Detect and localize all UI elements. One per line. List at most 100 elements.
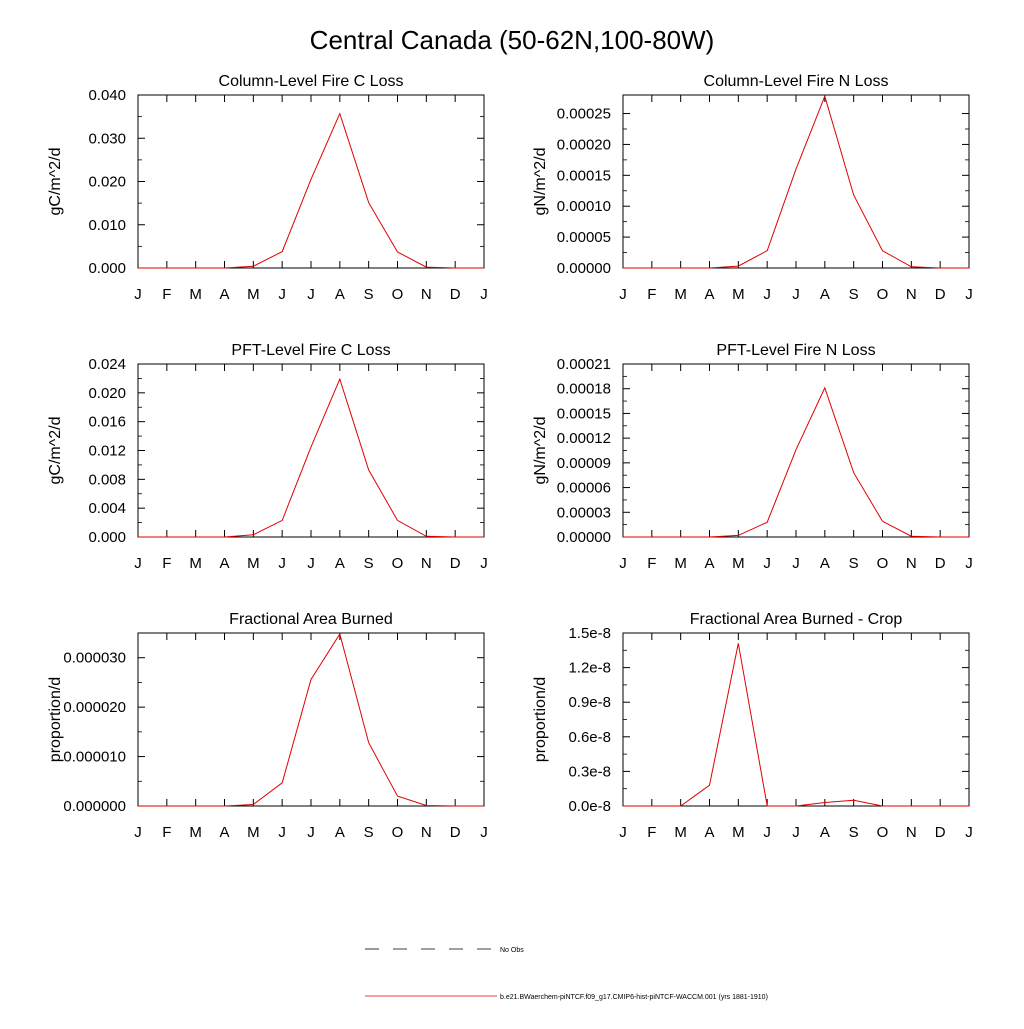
x-tick-label: J bbox=[307, 286, 315, 303]
x-tick-label: A bbox=[820, 824, 830, 841]
x-tick-label: J bbox=[278, 555, 286, 572]
x-tick-label: F bbox=[647, 286, 656, 303]
x-tick-label: A bbox=[335, 555, 345, 572]
y-tick-label: 0.9e-8 bbox=[568, 694, 611, 711]
x-tick-label: M bbox=[674, 286, 687, 303]
x-tick-label: J bbox=[480, 824, 488, 841]
chart-title: Fractional Area Burned - Crop bbox=[690, 611, 903, 628]
x-tick-label: N bbox=[906, 824, 917, 841]
y-tick-label: 0.00015 bbox=[557, 167, 611, 184]
x-tick-label: M bbox=[732, 824, 745, 841]
y-tick-label: 0.00010 bbox=[557, 198, 611, 215]
y-tick-label: 0.00006 bbox=[557, 480, 611, 497]
chart-title: Column-Level Fire C Loss bbox=[219, 73, 404, 90]
x-tick-label: F bbox=[162, 555, 171, 572]
x-tick-label: F bbox=[647, 555, 656, 572]
x-tick-label: J bbox=[134, 555, 142, 572]
chart-panel: Fractional Area Burned - Cropproportion/… bbox=[532, 611, 973, 841]
x-tick-label: M bbox=[247, 824, 260, 841]
series-line bbox=[623, 96, 969, 268]
x-tick-label: J bbox=[134, 824, 142, 841]
x-tick-label: N bbox=[906, 555, 917, 572]
plot-frame bbox=[138, 633, 484, 806]
x-tick-label: J bbox=[307, 555, 315, 572]
y-tick-label: 0.004 bbox=[88, 500, 126, 517]
y-tick-label: 0.000000 bbox=[63, 798, 126, 815]
x-tick-label: A bbox=[335, 824, 345, 841]
x-tick-label: J bbox=[792, 286, 800, 303]
x-tick-label: A bbox=[219, 555, 229, 572]
plot-frame bbox=[138, 95, 484, 268]
x-tick-label: M bbox=[732, 555, 745, 572]
plot-frame bbox=[623, 633, 969, 806]
y-axis-label: gC/m^2/d bbox=[47, 417, 64, 485]
x-tick-label: J bbox=[763, 286, 771, 303]
y-tick-label: 0.00000 bbox=[557, 529, 611, 546]
y-axis-label: proportion/d bbox=[47, 677, 64, 762]
y-tick-label: 0.012 bbox=[88, 443, 126, 460]
x-tick-label: M bbox=[674, 555, 687, 572]
x-tick-label: N bbox=[421, 286, 432, 303]
x-tick-label: J bbox=[619, 824, 627, 841]
x-tick-label: J bbox=[792, 555, 800, 572]
x-tick-label: A bbox=[704, 555, 714, 572]
y-tick-label: 0.024 bbox=[88, 356, 126, 373]
series-line bbox=[138, 114, 484, 268]
x-tick-label: M bbox=[189, 824, 202, 841]
x-tick-label: J bbox=[965, 555, 973, 572]
y-tick-label: 0.000030 bbox=[63, 650, 126, 667]
x-tick-label: D bbox=[450, 555, 461, 572]
y-tick-label: 0.00009 bbox=[557, 455, 611, 472]
y-axis-label: gN/m^2/d bbox=[532, 148, 549, 216]
x-tick-label: O bbox=[877, 824, 889, 841]
x-tick-label: A bbox=[335, 286, 345, 303]
y-tick-label: 0.00015 bbox=[557, 405, 611, 422]
x-tick-label: J bbox=[619, 555, 627, 572]
x-tick-label: M bbox=[674, 824, 687, 841]
y-axis-label: gC/m^2/d bbox=[47, 148, 64, 216]
y-tick-label: 0.00020 bbox=[557, 136, 611, 153]
x-tick-label: D bbox=[935, 824, 946, 841]
x-tick-label: J bbox=[965, 824, 973, 841]
series-line bbox=[138, 379, 484, 537]
y-tick-label: 0.000010 bbox=[63, 749, 126, 766]
x-tick-label: N bbox=[421, 824, 432, 841]
x-tick-label: O bbox=[392, 286, 404, 303]
x-tick-label: J bbox=[134, 286, 142, 303]
x-tick-label: S bbox=[364, 555, 374, 572]
x-tick-label: F bbox=[647, 824, 656, 841]
y-tick-label: 0.00003 bbox=[557, 504, 611, 521]
y-tick-label: 0.020 bbox=[88, 385, 126, 402]
y-tick-label: 0.020 bbox=[88, 174, 126, 191]
x-tick-label: O bbox=[392, 555, 404, 572]
chart-title: Fractional Area Burned bbox=[229, 611, 393, 628]
series-line bbox=[623, 388, 969, 537]
x-tick-label: A bbox=[219, 824, 229, 841]
x-tick-label: A bbox=[820, 555, 830, 572]
y-tick-label: 0.6e-8 bbox=[568, 729, 611, 746]
page-title: Central Canada (50-62N,100-80W) bbox=[310, 25, 715, 55]
x-tick-label: S bbox=[849, 555, 859, 572]
x-tick-label: J bbox=[480, 555, 488, 572]
x-tick-label: S bbox=[364, 824, 374, 841]
y-tick-label: 0.000 bbox=[88, 529, 126, 546]
legend-obs-label: No Obs bbox=[500, 947, 524, 954]
x-tick-label: J bbox=[307, 824, 315, 841]
x-tick-label: M bbox=[189, 286, 202, 303]
plot-frame bbox=[623, 95, 969, 268]
y-tick-label: 1.5e-8 bbox=[568, 625, 611, 642]
x-tick-label: A bbox=[704, 824, 714, 841]
series-line bbox=[623, 643, 969, 806]
x-tick-label: O bbox=[877, 555, 889, 572]
y-axis-label: gN/m^2/d bbox=[532, 417, 549, 485]
y-tick-label: 0.008 bbox=[88, 471, 126, 488]
y-tick-label: 0.000 bbox=[88, 260, 126, 277]
x-tick-label: J bbox=[619, 286, 627, 303]
x-tick-label: N bbox=[906, 286, 917, 303]
y-tick-label: 0.00021 bbox=[557, 356, 611, 373]
